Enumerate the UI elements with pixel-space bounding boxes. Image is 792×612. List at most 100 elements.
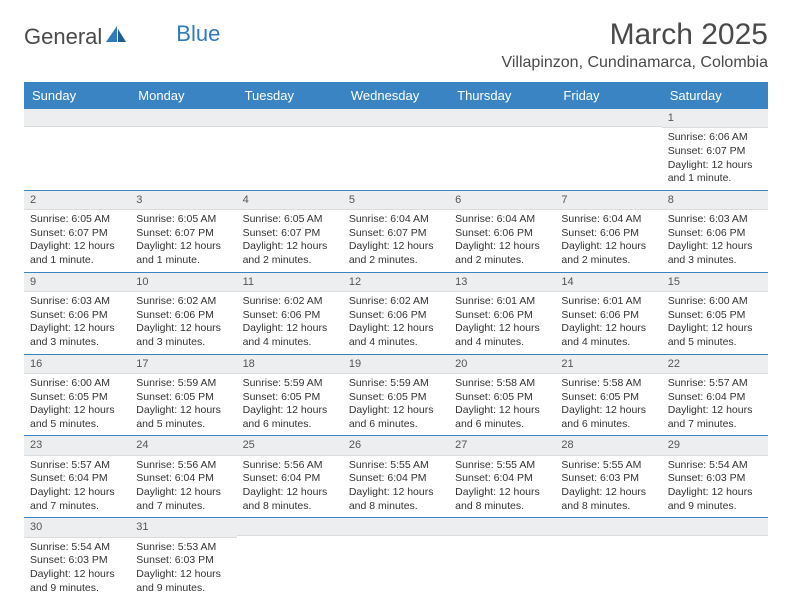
day-details: Sunrise: 6:04 AMSunset: 6:07 PMDaylight:…	[343, 210, 449, 272]
logo-text-b: Blue	[176, 21, 220, 47]
sunset-text: Sunset: 6:03 PM	[561, 472, 655, 486]
daylight-text: Daylight: 12 hours and 4 minutes.	[455, 322, 549, 349]
sunset-text: Sunset: 6:03 PM	[136, 554, 230, 568]
day-number: 25	[237, 436, 343, 455]
daylight-text: Daylight: 12 hours and 5 minutes.	[30, 404, 124, 431]
sunrise-text: Sunrise: 5:59 AM	[349, 377, 443, 391]
day-number: 28	[555, 436, 661, 455]
calendar-cell	[130, 109, 236, 190]
calendar-week: 16Sunrise: 6:00 AMSunset: 6:05 PMDayligh…	[24, 355, 768, 437]
day-details: Sunrise: 5:54 AMSunset: 6:03 PMDaylight:…	[24, 538, 130, 600]
day-details: Sunrise: 6:04 AMSunset: 6:06 PMDaylight:…	[555, 210, 661, 272]
daylight-text: Daylight: 12 hours and 3 minutes.	[30, 322, 124, 349]
calendar: Sunday Monday Tuesday Wednesday Thursday…	[24, 82, 768, 599]
daylight-text: Daylight: 12 hours and 4 minutes.	[561, 322, 655, 349]
day-details: Sunrise: 5:57 AMSunset: 6:04 PMDaylight:…	[24, 456, 130, 518]
day-header: Monday	[130, 82, 236, 109]
day-number: 29	[662, 436, 768, 455]
day-number: 16	[24, 355, 130, 374]
sunrise-text: Sunrise: 5:56 AM	[136, 459, 230, 473]
calendar-cell: 12Sunrise: 6:02 AMSunset: 6:06 PMDayligh…	[343, 273, 449, 354]
sunset-text: Sunset: 6:06 PM	[455, 227, 549, 241]
day-number	[662, 518, 768, 536]
daylight-text: Daylight: 12 hours and 6 minutes.	[243, 404, 337, 431]
day-details: Sunrise: 5:56 AMSunset: 6:04 PMDaylight:…	[130, 456, 236, 518]
day-details: Sunrise: 5:59 AMSunset: 6:05 PMDaylight:…	[343, 374, 449, 436]
day-header: Thursday	[449, 82, 555, 109]
sunrise-text: Sunrise: 6:05 AM	[136, 213, 230, 227]
daylight-text: Daylight: 12 hours and 6 minutes.	[455, 404, 549, 431]
day-number: 26	[343, 436, 449, 455]
daylight-text: Daylight: 12 hours and 4 minutes.	[243, 322, 337, 349]
sunset-text: Sunset: 6:07 PM	[30, 227, 124, 241]
sunrise-text: Sunrise: 5:57 AM	[668, 377, 762, 391]
calendar-cell: 27Sunrise: 5:55 AMSunset: 6:04 PMDayligh…	[449, 436, 555, 517]
sunrise-text: Sunrise: 6:04 AM	[349, 213, 443, 227]
daylight-text: Daylight: 12 hours and 9 minutes.	[136, 568, 230, 595]
calendar-cell: 4Sunrise: 6:05 AMSunset: 6:07 PMDaylight…	[237, 191, 343, 272]
calendar-cell: 13Sunrise: 6:01 AMSunset: 6:06 PMDayligh…	[449, 273, 555, 354]
daylight-text: Daylight: 12 hours and 1 minute.	[136, 240, 230, 267]
logo: General Blue	[24, 18, 220, 50]
day-number: 15	[662, 273, 768, 292]
calendar-cell: 1Sunrise: 6:06 AMSunset: 6:07 PMDaylight…	[662, 109, 768, 190]
calendar-cell	[449, 518, 555, 599]
daylight-text: Daylight: 12 hours and 3 minutes.	[136, 322, 230, 349]
day-details: Sunrise: 6:01 AMSunset: 6:06 PMDaylight:…	[449, 292, 555, 354]
calendar-week: 2Sunrise: 6:05 AMSunset: 6:07 PMDaylight…	[24, 191, 768, 273]
day-number: 22	[662, 355, 768, 374]
daylight-text: Daylight: 12 hours and 1 minute.	[668, 159, 762, 186]
daylight-text: Daylight: 12 hours and 7 minutes.	[30, 486, 124, 513]
sunrise-text: Sunrise: 5:59 AM	[136, 377, 230, 391]
calendar-cell: 16Sunrise: 6:00 AMSunset: 6:05 PMDayligh…	[24, 355, 130, 436]
calendar-cell	[555, 109, 661, 190]
sunrise-text: Sunrise: 6:02 AM	[136, 295, 230, 309]
day-details: Sunrise: 6:05 AMSunset: 6:07 PMDaylight:…	[24, 210, 130, 272]
sunrise-text: Sunrise: 5:58 AM	[561, 377, 655, 391]
calendar-cell: 31Sunrise: 5:53 AMSunset: 6:03 PMDayligh…	[130, 518, 236, 599]
sunset-text: Sunset: 6:06 PM	[561, 227, 655, 241]
sunset-text: Sunset: 6:06 PM	[349, 309, 443, 323]
sunrise-text: Sunrise: 6:04 AM	[561, 213, 655, 227]
calendar-cell: 18Sunrise: 5:59 AMSunset: 6:05 PMDayligh…	[237, 355, 343, 436]
day-number: 1	[662, 109, 768, 128]
sunrise-text: Sunrise: 5:54 AM	[668, 459, 762, 473]
day-number	[449, 109, 555, 127]
day-details: Sunrise: 6:02 AMSunset: 6:06 PMDaylight:…	[343, 292, 449, 354]
sunset-text: Sunset: 6:04 PM	[668, 391, 762, 405]
daylight-text: Daylight: 12 hours and 2 minutes.	[243, 240, 337, 267]
day-number: 8	[662, 191, 768, 210]
sunrise-text: Sunrise: 5:55 AM	[349, 459, 443, 473]
daylight-text: Daylight: 12 hours and 6 minutes.	[561, 404, 655, 431]
calendar-cell	[24, 109, 130, 190]
day-details: Sunrise: 5:53 AMSunset: 6:03 PMDaylight:…	[130, 538, 236, 600]
calendar-week: 9Sunrise: 6:03 AMSunset: 6:06 PMDaylight…	[24, 273, 768, 355]
month-title: March 2025	[501, 18, 768, 52]
daylight-text: Daylight: 12 hours and 2 minutes.	[455, 240, 549, 267]
calendar-cell: 10Sunrise: 6:02 AMSunset: 6:06 PMDayligh…	[130, 273, 236, 354]
day-header: Wednesday	[343, 82, 449, 109]
day-details: Sunrise: 6:05 AMSunset: 6:07 PMDaylight:…	[130, 210, 236, 272]
sunrise-text: Sunrise: 5:55 AM	[561, 459, 655, 473]
sunrise-text: Sunrise: 6:00 AM	[668, 295, 762, 309]
day-details: Sunrise: 5:58 AMSunset: 6:05 PMDaylight:…	[555, 374, 661, 436]
day-number: 3	[130, 191, 236, 210]
calendar-cell: 19Sunrise: 5:59 AMSunset: 6:05 PMDayligh…	[343, 355, 449, 436]
daylight-text: Daylight: 12 hours and 9 minutes.	[668, 486, 762, 513]
day-number: 9	[24, 273, 130, 292]
day-details: Sunrise: 5:59 AMSunset: 6:05 PMDaylight:…	[237, 374, 343, 436]
day-header-row: Sunday Monday Tuesday Wednesday Thursday…	[24, 82, 768, 109]
sunset-text: Sunset: 6:06 PM	[668, 227, 762, 241]
daylight-text: Daylight: 12 hours and 9 minutes.	[30, 568, 124, 595]
daylight-text: Daylight: 12 hours and 8 minutes.	[243, 486, 337, 513]
daylight-text: Daylight: 12 hours and 8 minutes.	[349, 486, 443, 513]
day-number	[237, 518, 343, 536]
calendar-cell: 21Sunrise: 5:58 AMSunset: 6:05 PMDayligh…	[555, 355, 661, 436]
sunset-text: Sunset: 6:05 PM	[243, 391, 337, 405]
day-details: Sunrise: 5:55 AMSunset: 6:04 PMDaylight:…	[449, 456, 555, 518]
day-number	[24, 109, 130, 127]
calendar-cell: 5Sunrise: 6:04 AMSunset: 6:07 PMDaylight…	[343, 191, 449, 272]
calendar-cell	[555, 518, 661, 599]
day-number: 7	[555, 191, 661, 210]
sunset-text: Sunset: 6:06 PM	[455, 309, 549, 323]
